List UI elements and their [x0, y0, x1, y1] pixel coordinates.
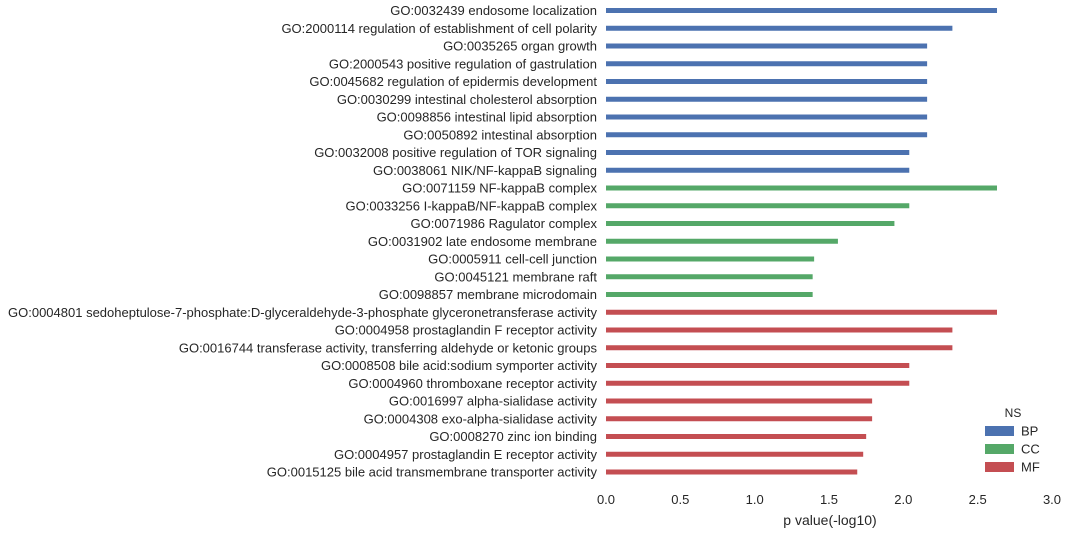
bar-6 — [606, 96, 928, 102]
bar-3 — [606, 43, 928, 49]
bar-11 — [606, 185, 997, 191]
category-labels: GO:0032439 endosome localization GO:20001… — [8, 3, 597, 480]
category-label-23: GO:0016997 alpha-sialidase activity — [389, 394, 598, 409]
category-label-2: GO:2000114 regulation of establishment o… — [281, 21, 597, 36]
bar-21 — [606, 363, 910, 368]
bar-17 — [606, 292, 813, 297]
bars-group — [606, 8, 997, 475]
bar-23 — [606, 398, 873, 404]
bar-12 — [606, 203, 910, 209]
category-label-1: GO:0032439 endosome localization — [390, 3, 597, 18]
x-axis-title: p value(-log10) — [783, 512, 876, 528]
category-label-4: GO:2000543 positive regulation of gastru… — [329, 56, 597, 71]
bar-24 — [606, 416, 873, 422]
bar-19 — [606, 327, 953, 333]
category-label-8: GO:0050892 intestinal absorption — [403, 127, 597, 142]
category-label-17: GO:0098857 membrane microdomain — [379, 287, 597, 302]
legend-label-cc: CC — [1021, 442, 1040, 457]
legend-swatch-cc — [985, 444, 1014, 454]
bar-9 — [606, 150, 910, 155]
x-tick-labels: 0.0 0.5 1.0 1.5 2.0 2.5 3.0 — [597, 492, 1061, 507]
bar-13 — [606, 221, 895, 226]
category-label-18: GO:0004801 sedoheptulose-7-phosphate:D-g… — [8, 305, 597, 320]
bar-22 — [606, 380, 910, 386]
bar-20 — [606, 345, 953, 351]
legend-title: NS — [1005, 406, 1022, 420]
x-tick-4: 2.0 — [894, 492, 912, 507]
category-label-16: GO:0045121 membrane raft — [434, 269, 597, 284]
legend-swatch-mf — [985, 462, 1014, 472]
category-label-12: GO:0033256 I-kappaB/NF-kappaB complex — [346, 198, 598, 213]
legend-swatch-bp — [985, 426, 1014, 436]
category-label-3: GO:0035265 organ growth — [443, 39, 597, 54]
category-label-6: GO:0030299 intestinal cholesterol absorp… — [337, 92, 597, 107]
bar-27 — [606, 469, 858, 475]
bar-25 — [606, 434, 867, 439]
x-tick-6: 3.0 — [1043, 492, 1061, 507]
category-label-27: GO:0015125 bile acid transmembrane trans… — [267, 465, 598, 480]
x-tick-1: 0.5 — [671, 492, 689, 507]
category-label-20: GO:0016744 transferase activity, transfe… — [179, 340, 598, 355]
bar-2 — [606, 25, 953, 31]
bar-14 — [606, 238, 838, 244]
category-label-25: GO:0008270 zinc ion binding — [429, 429, 597, 444]
bar-7 — [606, 114, 928, 120]
category-label-26: GO:0004957 prostaglandin E receptor acti… — [334, 447, 598, 462]
category-label-22: GO:0004960 thromboxane receptor activity — [348, 376, 597, 391]
category-label-10: GO:0038061 NIK/NF-kappaB signaling — [373, 163, 597, 178]
x-tick-5: 2.5 — [969, 492, 987, 507]
legend: NS BP CC MF — [985, 406, 1040, 475]
legend-label-mf: MF — [1021, 460, 1040, 475]
legend-label-bp: BP — [1021, 424, 1038, 439]
bar-10 — [606, 167, 910, 173]
category-label-14: GO:0031902 late endosome membrane — [368, 234, 597, 249]
bar-15 — [606, 256, 815, 262]
bar-8 — [606, 132, 928, 138]
category-label-13: GO:0071986 Ragulator complex — [411, 216, 598, 231]
category-label-5: GO:0045682 regulation of epidermis devel… — [309, 74, 597, 89]
x-tick-2: 1.0 — [746, 492, 764, 507]
category-label-11: GO:0071159 NF-kappaB complex — [402, 181, 597, 196]
bar-26 — [606, 451, 864, 457]
category-label-15: GO:0005911 cell-cell junction — [428, 252, 597, 267]
category-label-19: GO:0004958 prostaglandin F receptor acti… — [335, 323, 598, 338]
bar-1 — [606, 8, 997, 13]
category-label-24: GO:0004308 exo-alpha-sialidase activity — [364, 411, 598, 426]
x-tick-0: 0.0 — [597, 492, 615, 507]
bar-4 — [606, 61, 928, 67]
category-label-21: GO:0008508 bile acid:sodium symporter ac… — [321, 358, 598, 373]
x-tick-3: 1.5 — [820, 492, 838, 507]
bar-16 — [606, 274, 813, 280]
category-label-7: GO:0098856 intestinal lipid absorption — [377, 110, 597, 125]
category-label-9: GO:0032008 positive regulation of TOR si… — [314, 145, 597, 160]
bar-18 — [606, 309, 997, 315]
bar-5 — [606, 79, 928, 84]
